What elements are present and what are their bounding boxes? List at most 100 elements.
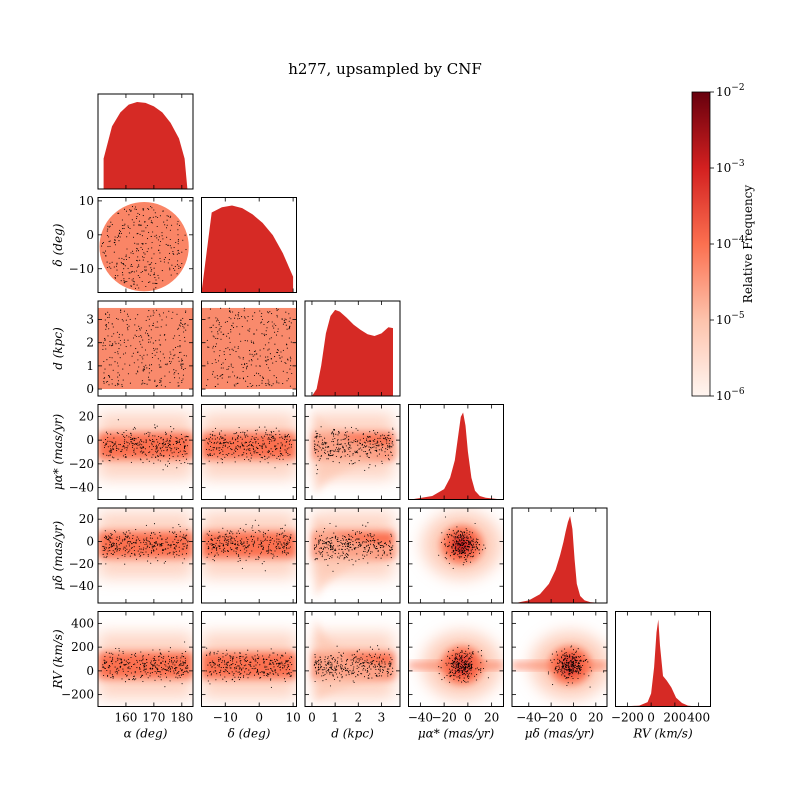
panel-content [201,511,297,579]
colorbar-tick-label: 10−6 [716,387,745,403]
panel-frame [304,611,401,707]
scatter-rv-vs-mu_alpha [438,645,489,683]
panel-content [312,309,393,396]
x-axis-label-mu_delta: μδ (mas/yr) [525,727,595,741]
y-axis-label-d: d (kpc) [51,327,65,370]
panel-content [313,410,400,496]
panel-content [201,412,297,480]
scatter-rv-vs-mu_delta [547,645,605,688]
panel-rv-vs-delta: −10 0 10 [201,611,301,725]
panel-content [98,632,193,699]
x-tick-label: 1 [331,711,339,725]
colorbar-tick-label: 10−3 [716,159,745,175]
panel-frame [97,507,194,604]
colorbar-tick-label: 10−5 [716,311,745,327]
density-band-mu_delta-vs-alpha [98,531,193,559]
panel-content [99,202,189,292]
colorbar-tick-label: 10−2 [716,83,745,99]
y-axis-label-mu_delta: μδ (mas/yr) [51,520,65,590]
panel-frame [408,611,504,707]
x-tick-label: 0 [255,711,263,725]
scatter-mu_alpha-vs-delta [205,426,293,469]
x-tick-label: −20 [538,711,563,725]
y-tick-label: 0 [86,433,94,447]
panel-frame [304,404,401,500]
panel-content [422,510,502,580]
panel-mu_alpha-vs-mu_alpha [408,404,504,500]
y-tick-label: −40 [69,579,94,593]
x-axis-label-delta: δ (deg) [228,727,271,741]
panel-mu_delta-vs-delta [201,507,297,604]
scatter-mu_alpha-vs-d [313,426,394,475]
y-tick-label: 2 [86,336,94,350]
y-tick-label: 1 [86,359,94,373]
colorbar-gradient [691,91,711,397]
panel-frame [304,300,401,397]
panel-content [515,516,602,603]
y-tick-label: 20 [79,409,94,423]
scatter-delta-vs-alpha [101,205,187,289]
y-tick-label: −200 [61,688,94,702]
x-axis-label-d: d (kpc) [331,727,374,741]
y-tick-label: 0 [86,535,94,549]
panel-frame [97,197,194,293]
y-tick-label: −20 [69,557,94,571]
panel-content [512,631,607,700]
colorbar-label: Relative Frequency [741,185,755,304]
panel-frame [97,93,194,190]
y-tick-label: 0 [86,382,94,396]
density-d-vs-alpha [98,307,193,390]
panel-rv-vs-rv: −200 0 200 400 [611,611,711,725]
panel-alpha-vs-alpha [97,93,194,190]
y-tick-label: 0 [86,228,94,242]
y-tick-label: 3 [86,313,94,327]
panel-frame [201,507,297,604]
scatter-mu_delta-vs-mu_alpha [438,516,486,569]
scatter-rv-vs-delta [205,647,293,688]
y-tick-label: 200 [71,640,94,654]
density-delta-vs-alpha [99,202,189,292]
density-band [408,661,504,670]
panel-frame [511,507,608,604]
panel-frame [201,404,297,500]
panel-d-vs-alpha: 0 1 2 3 [86,300,194,397]
y-tick-label: −20 [69,457,94,471]
y-tick-label: 0 [86,664,94,678]
scatter-mu_alpha-vs-alpha [102,419,189,471]
density-band-mu_alpha-vs-delta [201,432,297,460]
scatter-rv-vs-d [313,645,394,687]
panel-frame [304,507,401,604]
chart-title: h277, upsampled by CNF [288,60,481,78]
panel-frame [201,197,297,293]
x-tick-label: −40 [516,711,541,725]
panel-content [410,412,502,500]
density-d-vs-delta [201,307,297,390]
histogram-rv [621,619,697,707]
panel-content [98,307,193,390]
x-axis-label-mu_alpha: μα* (mas/yr) [418,727,495,741]
panel-content [313,617,400,703]
panel-mu_alpha-vs-delta [201,404,297,500]
x-tick-label: 20 [588,711,603,725]
y-tick-label: 400 [71,616,94,630]
x-tick-label: 0 [308,711,316,725]
panel-content [621,619,697,707]
x-tick-label: 10 [285,711,300,725]
colorbar-tick-label: 10−4 [716,235,745,251]
histogram-alpha [103,102,188,189]
x-tick-label: 200 [663,711,686,725]
x-axis-label-alpha: α (deg) [124,727,168,741]
histogram-d [312,309,393,396]
scatter-d-vs-delta [206,307,293,388]
x-tick-label: −20 [431,711,456,725]
panel-frame [97,300,194,397]
x-tick-label: 160 [114,711,137,725]
scatter-d-vs-alpha [102,309,189,388]
histogram-mu_alpha [410,412,502,500]
panel-content [201,632,297,699]
density-band [512,661,607,670]
panel-content [103,102,188,189]
histogram-delta [201,205,294,293]
